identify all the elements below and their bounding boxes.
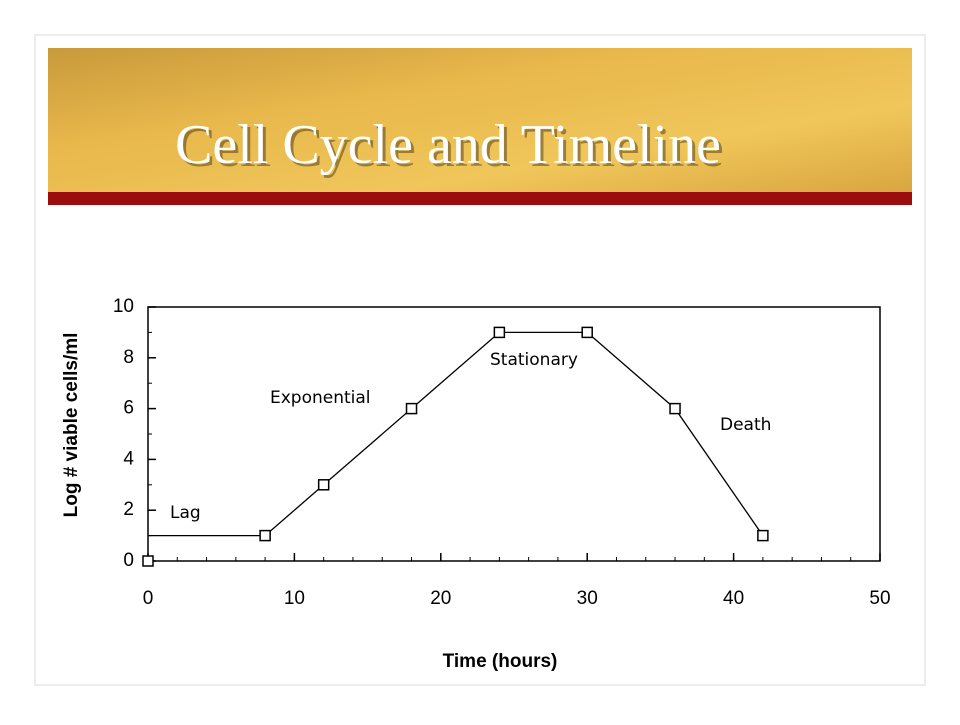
y-tick-label: 4 [123, 448, 134, 469]
data-point [405, 402, 418, 415]
x-tick-label: 30 [577, 588, 598, 609]
y-tick-label: 6 [123, 398, 134, 419]
y-tick-label: 0 [123, 550, 134, 571]
phase-annotation: Exponential [270, 388, 371, 408]
header-banner [48, 48, 912, 192]
header-stripe [48, 192, 912, 205]
y-tick-label: 8 [123, 347, 134, 368]
data-point [669, 402, 681, 415]
x-tick-label: 20 [430, 588, 451, 609]
data-point [259, 529, 271, 542]
x-axis-label: Time (hours) [443, 651, 558, 672]
data-point [493, 326, 506, 339]
title-shadow: Cell Cycle and Timeline [178, 117, 724, 179]
phase-annotation: Death [720, 415, 771, 435]
chart-title: Cell Cycle and Timeline [175, 114, 721, 176]
y-tick-label: 2 [123, 499, 134, 520]
x-tick-label: 0 [143, 588, 154, 609]
data-line [148, 331, 764, 537]
phase-annotation: Lag [170, 503, 201, 523]
phase-annotation: Stationary [490, 350, 578, 370]
y-axis-label: Log # viable cells/ml [61, 333, 82, 518]
origin-marker [142, 555, 154, 567]
data-point [317, 479, 330, 491]
x-tick-label: 10 [284, 588, 305, 609]
y-tick-label: 10 [113, 296, 134, 317]
x-tick-label: 50 [869, 588, 890, 609]
data-point [757, 529, 769, 542]
data-point [581, 326, 593, 339]
x-tick-label: 40 [723, 588, 744, 609]
